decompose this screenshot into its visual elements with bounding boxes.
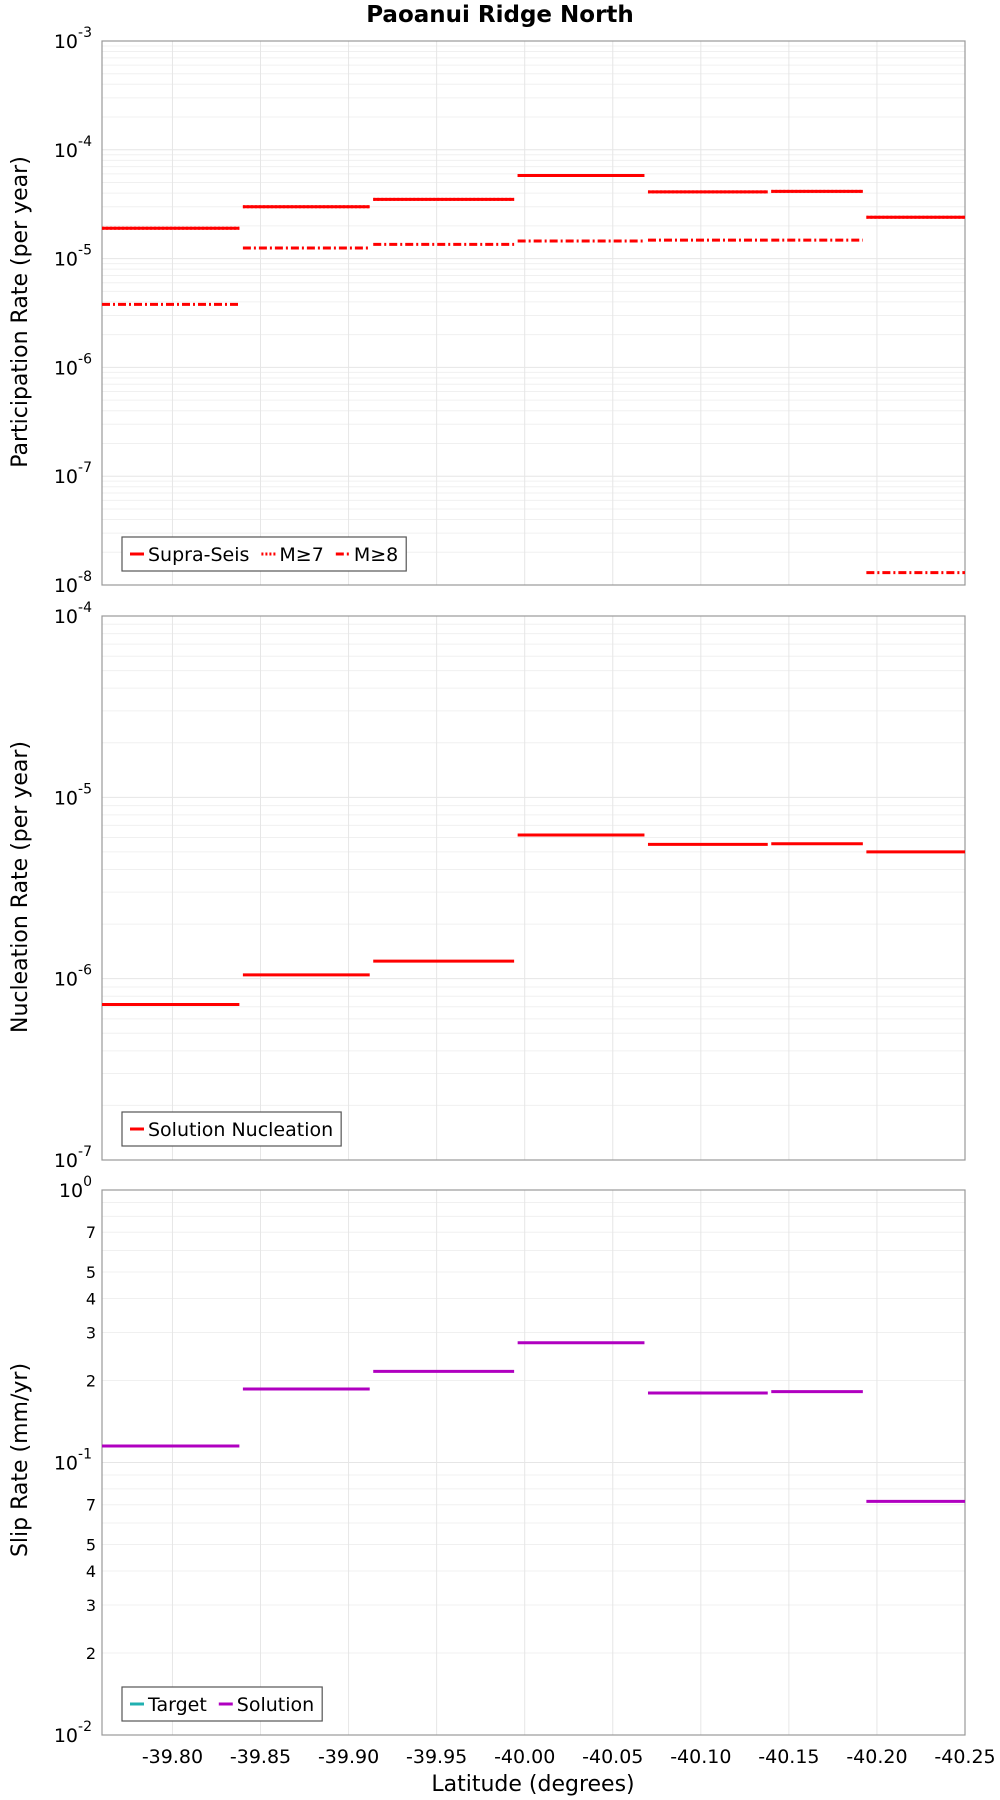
- x-tick-label: -40.25: [934, 1746, 995, 1768]
- xlabel-latitude: Latitude (degrees): [431, 1772, 634, 1797]
- y-minor-tick-label: 2: [86, 1644, 96, 1663]
- y-minor-tick-label: 5: [86, 1263, 96, 1282]
- nucleation-panel: 10-4 10-5 10-6 10-7 Solution Nucleation: [54, 600, 966, 1172]
- plot-frame: [101, 615, 966, 1161]
- y-tick-label: 100: [59, 1174, 92, 1202]
- y-minor-tick-label: 3: [86, 1596, 96, 1615]
- plot-frame: [101, 1189, 966, 1736]
- y-tick-label: 10-7: [54, 460, 92, 488]
- legend-label: Solution Nucleation: [148, 1119, 333, 1141]
- y-minor-tick-label: 7: [86, 1496, 96, 1515]
- chart-title: Paoanui Ridge North: [366, 2, 634, 28]
- y-tick-label: 10-4: [54, 134, 92, 162]
- y-minor-tick-label: 7: [86, 1223, 96, 1242]
- y-tick-label: 10-5: [54, 781, 92, 809]
- ylabel-nucleation: Nucleation Rate (per year): [8, 741, 33, 1033]
- legend-label: M≥8: [354, 544, 398, 566]
- y-tick-label: 10-7: [54, 1144, 92, 1172]
- y-tick-label: 10-5: [54, 243, 92, 271]
- legend-label: Solution: [237, 1694, 314, 1716]
- x-tick-label: -40.00: [494, 1746, 555, 1768]
- participation-panel: 10-3 10-4 10-5 10-6 10-7 10-8 Supra-Seis M≥7 M≥8: [54, 25, 966, 597]
- legend: Solution Nucleation: [121, 1111, 342, 1147]
- x-tick-label: -40.10: [670, 1746, 731, 1768]
- legend: Target Solution: [121, 1686, 323, 1722]
- x-tick-label: -40.05: [582, 1746, 643, 1768]
- legend-label: M≥7: [279, 544, 323, 566]
- plot-frame: [101, 40, 966, 586]
- y-tick-label: 10-6: [54, 963, 92, 991]
- legend-box: [121, 536, 407, 572]
- y-minor-tick-label: 4: [86, 1289, 96, 1308]
- x-tick-label: -39.90: [318, 1746, 379, 1768]
- legend-label: Target: [147, 1694, 207, 1716]
- y-tick-label: 10-6: [54, 351, 92, 379]
- x-tick-label: -40.15: [758, 1746, 819, 1768]
- x-tick-label: -40.20: [846, 1746, 907, 1768]
- x-tick-label: -39.85: [230, 1746, 291, 1768]
- y-tick-label: 10-3: [54, 25, 92, 53]
- y-tick-label: 10-2: [54, 1719, 92, 1747]
- slip-rate-panel: 100 10-1 10-2 7 5 4 3 2 7 5 4 3 2 Target Solution -39.8…: [54, 1174, 996, 1768]
- y-minor-tick-label: 3: [86, 1323, 96, 1342]
- x-tick-label: -39.95: [406, 1746, 467, 1768]
- legend-label: Supra-Seis: [148, 544, 249, 566]
- y-minor-tick-label: 5: [86, 1536, 96, 1555]
- y-minor-tick-label: 4: [86, 1562, 96, 1581]
- legend: Supra-Seis M≥7 M≥8: [121, 536, 407, 572]
- y-minor-tick-label: 2: [86, 1371, 96, 1390]
- x-tick-label: -39.80: [142, 1746, 203, 1768]
- ylabel-slip-rate: Slip Rate (mm/yr): [8, 1363, 33, 1557]
- y-tick-label: 10-1: [54, 1447, 92, 1475]
- y-tick-label: 10-8: [54, 569, 92, 597]
- legend-box: [121, 1111, 342, 1147]
- ylabel-participation: Participation Rate (per year): [8, 156, 33, 468]
- y-tick-label: 10-4: [54, 600, 92, 628]
